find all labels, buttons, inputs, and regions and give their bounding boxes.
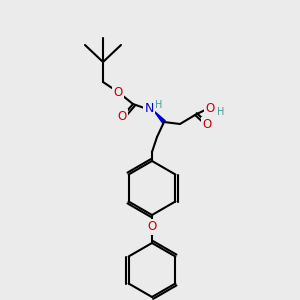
Polygon shape	[154, 111, 165, 123]
Text: N: N	[144, 103, 154, 116]
Text: H: H	[155, 100, 163, 110]
Text: O: O	[206, 101, 214, 115]
Text: O: O	[202, 118, 211, 131]
Text: O: O	[113, 85, 123, 98]
Text: O: O	[147, 220, 157, 233]
Text: O: O	[117, 110, 127, 124]
Text: H: H	[217, 107, 225, 117]
